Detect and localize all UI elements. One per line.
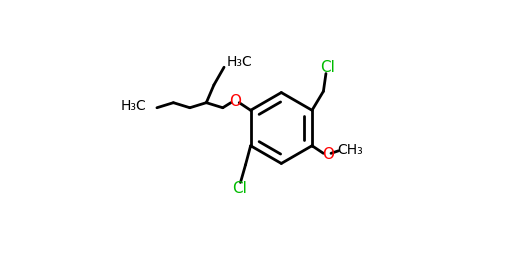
Text: H₃C: H₃C xyxy=(120,100,146,113)
Text: O: O xyxy=(229,94,241,109)
Text: Cl: Cl xyxy=(320,60,335,76)
Text: CH₃: CH₃ xyxy=(337,143,364,157)
Text: H₃C: H₃C xyxy=(227,55,252,69)
Text: Cl: Cl xyxy=(232,180,247,196)
Text: O: O xyxy=(322,147,334,162)
